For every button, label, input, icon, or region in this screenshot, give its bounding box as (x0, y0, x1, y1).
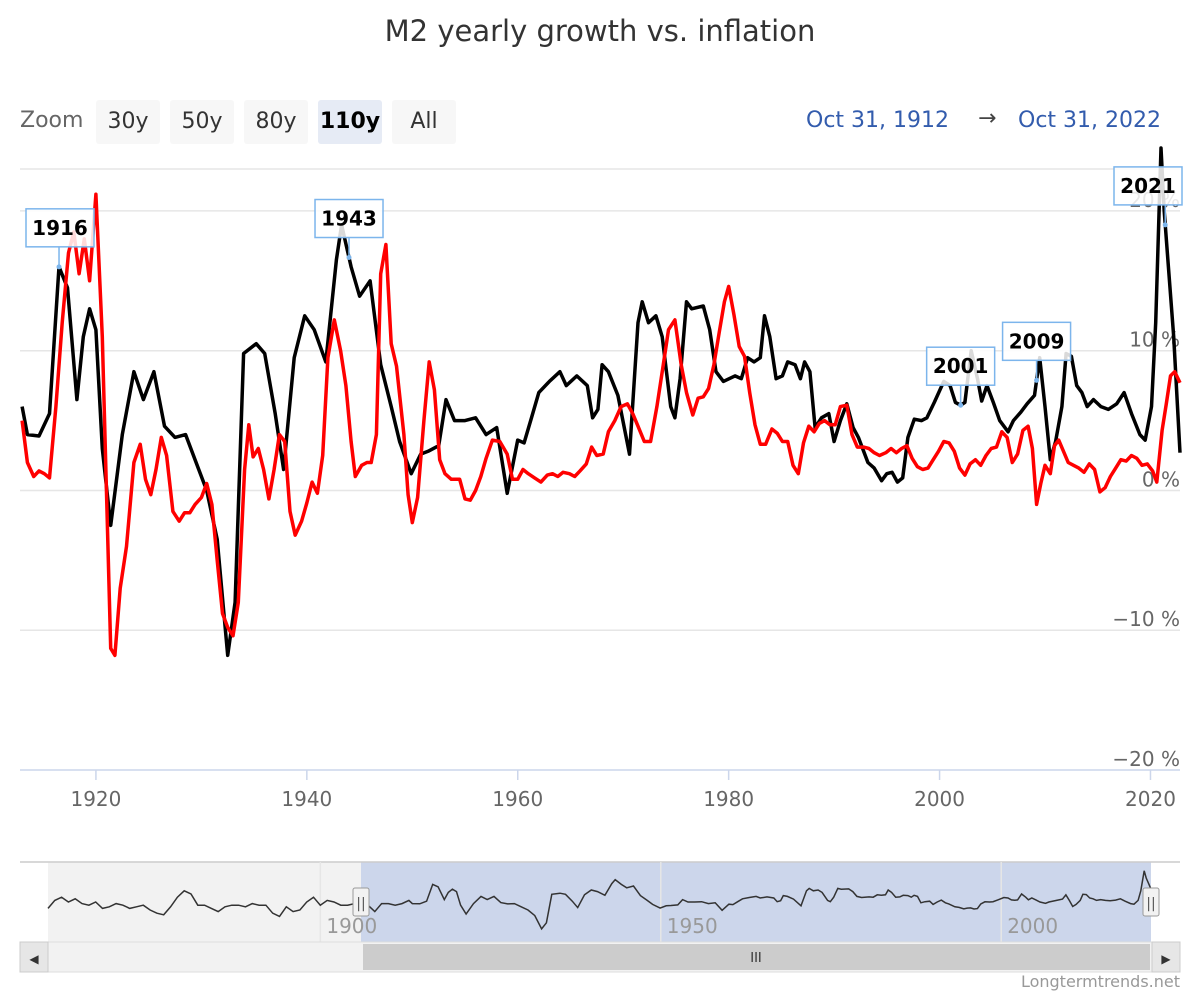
navigator-series-line (47, 870, 1158, 931)
annotation-label: 2001 (933, 354, 989, 378)
handle-grip-icon: || (1146, 896, 1155, 912)
navigator-tick-label: 1950 (667, 914, 718, 938)
series-lines (20, 146, 1182, 658)
annotation-box (925, 346, 996, 386)
scrollbar-thumb[interactable] (363, 944, 1150, 970)
navigator-grid: 1900 1950 2000 (319, 862, 1058, 942)
annotation-dot (1034, 377, 1040, 383)
annotation-2009: 2009 (1001, 321, 1072, 383)
annotation-label: 1943 (321, 207, 377, 231)
navigator-tick-label: 2000 (1007, 914, 1058, 938)
scroll-right-icon: ▶ (1161, 952, 1171, 966)
scroll-left-button[interactable] (19, 941, 49, 973)
zoom-button-30y[interactable]: 30y (96, 100, 160, 144)
scroll-left-icon: ◀ (29, 952, 39, 966)
annotation-1916: 1916 (25, 208, 95, 270)
zoom-button-110y[interactable]: 110y (318, 100, 382, 144)
annotation-dot (346, 255, 352, 261)
y-tick-label: −10 % (1112, 607, 1180, 631)
annotation-dot (958, 402, 964, 408)
x-tick-label: 1980 (703, 787, 754, 811)
range-to-date[interactable]: Oct 31, 2022 (1018, 108, 1161, 133)
navigator-selected-range[interactable] (361, 862, 1151, 942)
x-tick-label: 1920 (70, 787, 121, 811)
annotations: 1916 1943 2001 2009 2021 (25, 166, 1183, 408)
y-tick-label: −20 % (1112, 747, 1180, 771)
zoom-button-80y[interactable]: 80y (244, 100, 308, 144)
annotation-label: 1916 (32, 216, 88, 240)
annotation-2001: 2001 (925, 346, 996, 408)
navigator-unselected-area (48, 862, 361, 942)
x-tick-label: 1960 (492, 787, 543, 811)
range-arrow-icon: → (978, 106, 997, 131)
navigator[interactable]: 1900 1950 2000 || || (20, 861, 1180, 942)
zoom-button-all[interactable]: All (392, 100, 456, 144)
handle-grip-icon: || (356, 896, 365, 912)
zoom-label: Zoom (20, 108, 84, 133)
annotation-label: 2021 (1120, 174, 1176, 198)
zoom-button-50y[interactable]: 50y (170, 100, 234, 144)
annotation-dot (1162, 222, 1168, 228)
x-tick-label: 2020 (1125, 787, 1176, 811)
navigator-left-handle[interactable]: || (352, 887, 370, 917)
y-tick-label: 0 % (1142, 467, 1180, 491)
x-tick-label: 2000 (914, 787, 965, 811)
navigator-right-handle[interactable]: || (1142, 887, 1160, 917)
scrollbar[interactable]: ◀ ▶ III (19, 941, 1181, 973)
annotation-dot (56, 264, 62, 270)
annotation-label: 2009 (1009, 329, 1065, 353)
chart-title: M2 yearly growth vs. inflation (384, 14, 816, 48)
annotation-2021: 2021 (1113, 166, 1183, 228)
navigator-tick-label: 1900 (326, 914, 377, 938)
annotation-box (25, 208, 95, 248)
grid-lines (20, 210, 1180, 771)
scrollbar-grip-icon: III (750, 951, 762, 966)
annotation-box (1113, 166, 1183, 206)
credit-link[interactable]: Longtermtrends.net (1020, 972, 1180, 991)
x-tick-label: 1940 (281, 787, 332, 811)
annotation-box (314, 198, 384, 239)
range-from-date[interactable]: Oct 31, 1912 (806, 108, 949, 133)
series-line-black (20, 146, 1182, 658)
y-axis-labels: 20 %10 %0 %−10 %−20 % (1112, 188, 1180, 771)
annotation-1943: 1943 (314, 198, 384, 261)
x-axis: 1920 1940 1960 1980 2000 2020 (70, 770, 1176, 811)
scroll-right-button[interactable] (1151, 941, 1181, 973)
annotation-box (1001, 321, 1072, 362)
series-line-red (20, 192, 1182, 658)
